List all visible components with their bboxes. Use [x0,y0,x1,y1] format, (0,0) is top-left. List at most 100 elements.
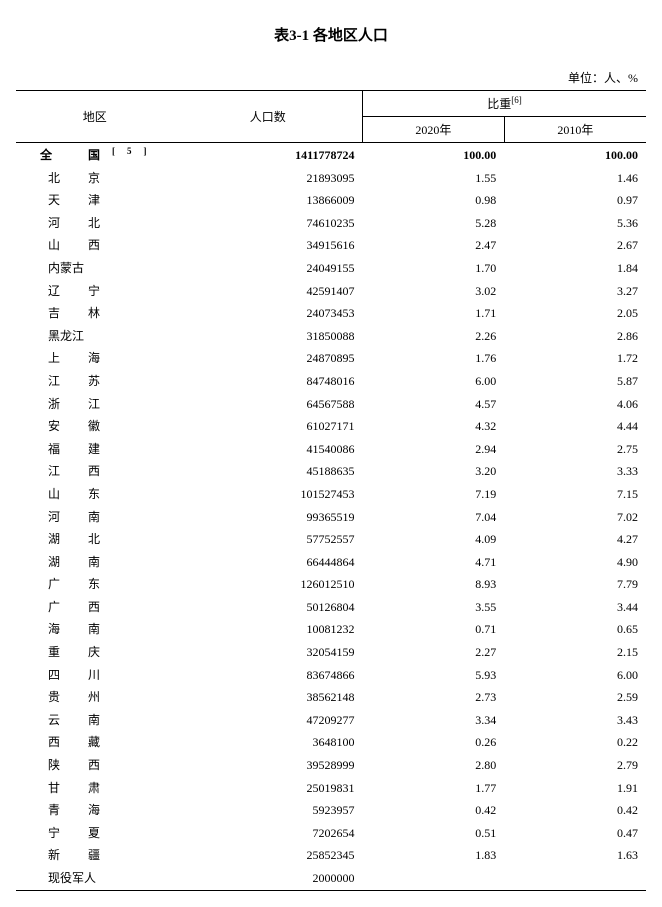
region-label: 辽 宁 [48,284,108,298]
cell-population: 5923957 [174,799,363,822]
cell-2020: 3.55 [363,596,505,619]
cell-region: 上 海 [16,347,174,370]
cell-2020: 3.02 [363,280,505,303]
table-row: 河 南993655197.047.02 [16,506,646,529]
cell-population: 38562148 [174,686,363,709]
cell-2010: 3.43 [504,709,646,732]
region-label: 宁 夏 [48,826,108,840]
cell-population: 66444864 [174,551,363,574]
cell-2020: 2.73 [363,686,505,709]
region-label: 山 东 [48,487,108,501]
region-label: 吉 林 [48,306,108,320]
table-body: 全 国[5]1411778724100.00100.00北 京218930951… [16,143,646,891]
cell-population: 32054159 [174,641,363,664]
cell-region: 广 东 [16,573,174,596]
cell-2010: 2.59 [504,686,646,709]
cell-2020: 6.00 [363,370,505,393]
cell-2010: 1.46 [504,167,646,190]
cell-population: 3648100 [174,731,363,754]
cell-population: 74610235 [174,212,363,235]
table-row: 青 海59239570.420.42 [16,799,646,822]
cell-population: 25852345 [174,844,363,867]
cell-2020: 1.76 [363,347,505,370]
cell-2020: 0.98 [363,189,505,212]
cell-region: 福 建 [16,438,174,461]
region-label: 海 南 [48,622,108,636]
cell-2010: 1.84 [504,257,646,280]
cell-2010: 7.02 [504,506,646,529]
cell-region: 四 川 [16,664,174,687]
region-label: 山 西 [48,238,108,252]
table-row: 湖 北577525574.094.27 [16,528,646,551]
cell-population: 34915616 [174,234,363,257]
region-label: 福 建 [48,442,108,456]
cell-2010: 2.67 [504,234,646,257]
cell-2010: 5.36 [504,212,646,235]
cell-2020: 2.27 [363,641,505,664]
cell-population: 24870895 [174,347,363,370]
cell-region: 安 徽 [16,415,174,438]
footnote-ratio: [6] [511,95,522,105]
cell-population: 57752557 [174,528,363,551]
region-label: 陕 西 [48,758,108,772]
table-row: 河 北746102355.285.36 [16,212,646,235]
table-row: 西 藏36481000.260.22 [16,731,646,754]
table-row: 浙 江645675884.574.06 [16,393,646,416]
cell-2020: 5.93 [363,664,505,687]
cell-population: 7202654 [174,822,363,845]
cell-population: 101527453 [174,483,363,506]
cell-2010: 0.65 [504,618,646,641]
cell-population: 24049155 [174,257,363,280]
cell-2020 [363,867,505,890]
cell-region: 北 京 [16,167,174,190]
cell-population: 84748016 [174,370,363,393]
cell-region: 新 疆 [16,844,174,867]
table-row: 黑龙江318500882.262.86 [16,325,646,348]
cell-2010: 0.97 [504,189,646,212]
cell-region: 广 西 [16,596,174,619]
cell-population: 21893095 [174,167,363,190]
cell-region: 青 海 [16,799,174,822]
total-region-label: 全 国 [40,148,112,162]
cell-2020: 4.09 [363,528,505,551]
header-2010: 2010年 [504,117,646,143]
cell-region: 河 北 [16,212,174,235]
cell-2010: 100.00 [504,143,646,167]
table-row: 北 京218930951.551.46 [16,167,646,190]
cell-2010: 7.15 [504,483,646,506]
table-row: 现役军人 2000000 [16,867,646,890]
cell-2010: 6.00 [504,664,646,687]
cell-region: 河 南 [16,506,174,529]
table-row: 广 西501268043.553.44 [16,596,646,619]
region-label: 贵 州 [48,690,108,704]
table-row: 山 东1015274537.197.15 [16,483,646,506]
cell-region: 甘 肃 [16,777,174,800]
cell-region: 湖 北 [16,528,174,551]
cell-population: 13866009 [174,189,363,212]
cell-2020: 0.71 [363,618,505,641]
region-label: 现役军人 [48,871,96,885]
table-row: 新 疆258523451.831.63 [16,844,646,867]
region-label: 广 东 [48,577,108,591]
region-label: 黑龙江 [48,329,84,343]
cell-population: 64567588 [174,393,363,416]
region-label: 云 南 [48,713,108,727]
table-row: 海 南 100812320.710.65 [16,618,646,641]
cell-2010: 4.44 [504,415,646,438]
table-row: 云 南472092773.343.43 [16,709,646,732]
cell-population: 10081232 [174,618,363,641]
cell-population: 2000000 [174,867,363,890]
cell-2020: 5.28 [363,212,505,235]
cell-2020: 1.55 [363,167,505,190]
cell-2010: 1.63 [504,844,646,867]
table-row: 陕 西395289992.802.79 [16,754,646,777]
cell-2010: 1.72 [504,347,646,370]
cell-region: 山 西 [16,234,174,257]
cell-2010: 2.79 [504,754,646,777]
cell-2010: 2.86 [504,325,646,348]
header-2020: 2020年 [363,117,505,143]
cell-2020: 1.77 [363,777,505,800]
table-row: 江 苏847480166.005.87 [16,370,646,393]
cell-2020: 1.83 [363,844,505,867]
cell-2020: 1.71 [363,302,505,325]
